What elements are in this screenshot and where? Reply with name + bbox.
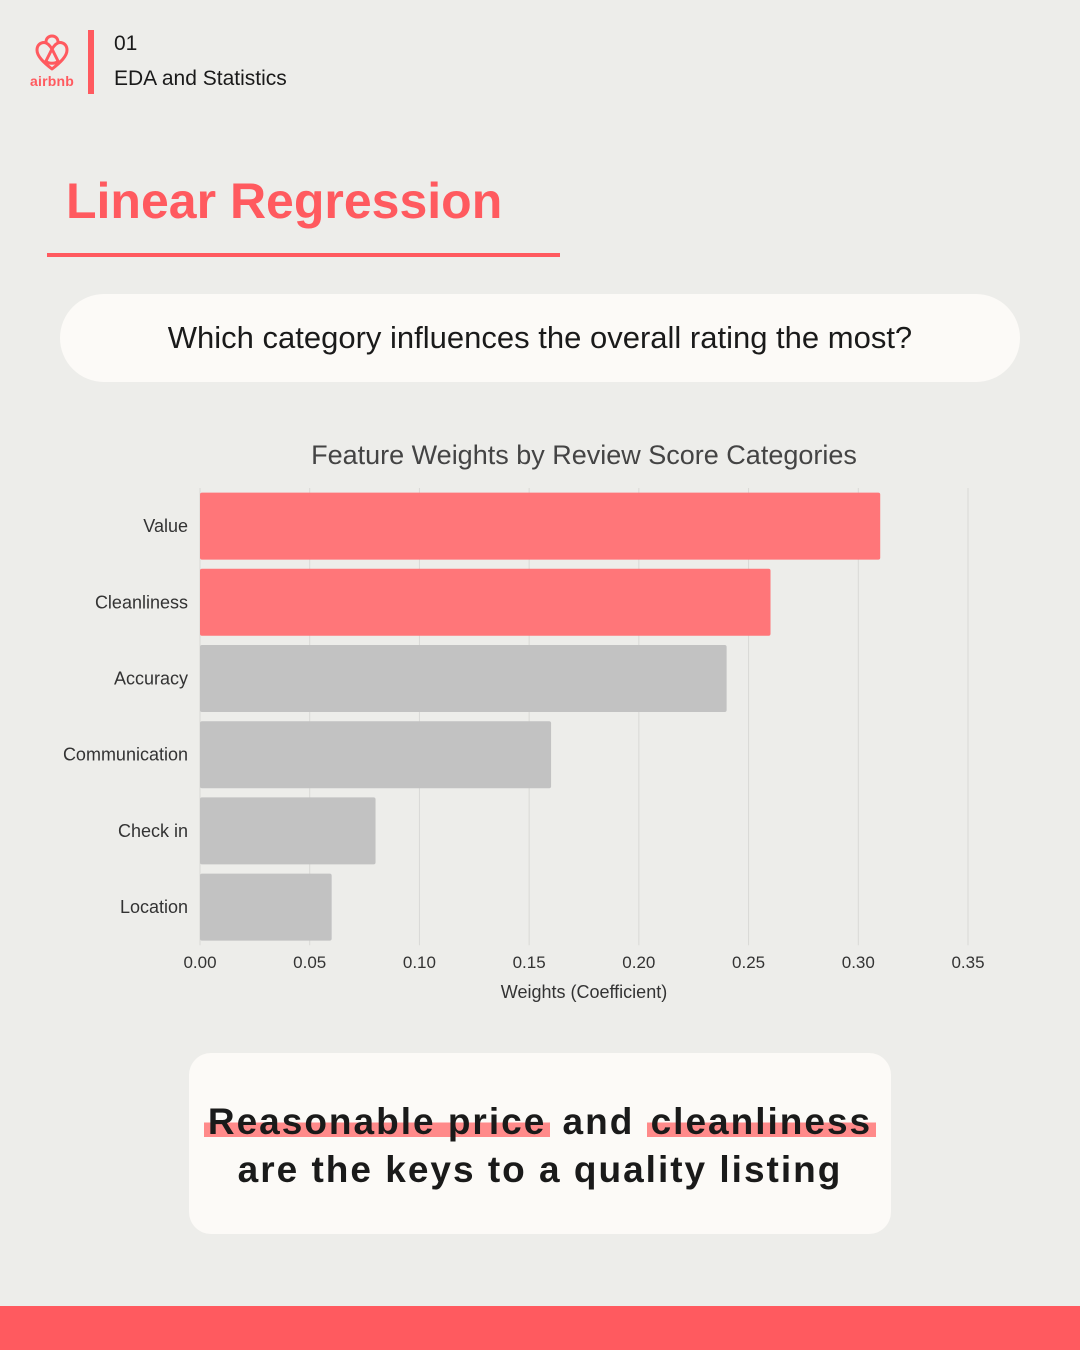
section-number: 01 bbox=[114, 32, 138, 55]
logo-wordmark: airbnb bbox=[30, 73, 74, 89]
bar-chart: Feature Weights by Review Score Categori… bbox=[63, 440, 985, 1002]
x-axis-label: Weights (Coefficient) bbox=[501, 982, 667, 1002]
airbnb-belo-icon bbox=[35, 34, 69, 71]
takeaway-line-1: Reasonable price and cleanliness bbox=[189, 1101, 891, 1143]
y-tick-label: Location bbox=[120, 897, 188, 917]
takeaway-connector: and bbox=[562, 1101, 635, 1142]
x-tick-label: 0.10 bbox=[403, 953, 436, 972]
takeaway-highlight-price: Reasonable price bbox=[203, 1101, 551, 1142]
takeaway-highlight-cleanliness: cleanliness bbox=[646, 1101, 877, 1142]
question-box: Which category influences the overall ra… bbox=[60, 294, 1020, 382]
y-tick-label: Check in bbox=[118, 821, 188, 841]
header-divider bbox=[88, 30, 94, 94]
takeaway-box: Reasonable price and cleanliness are the… bbox=[189, 1053, 891, 1234]
bar-check-in bbox=[200, 797, 376, 865]
takeaway-line-2: are the keys to a quality listing bbox=[237, 1149, 843, 1190]
bar-accuracy bbox=[200, 645, 727, 712]
question-text: Which category influences the overall ra… bbox=[167, 320, 913, 355]
airbnb-logo[interactable]: airbnb bbox=[28, 34, 76, 89]
y-tick-label: Communication bbox=[63, 745, 188, 765]
y-tick-label: Value bbox=[143, 516, 188, 536]
section-title: EDA and Statistics bbox=[114, 67, 287, 90]
footer-band bbox=[0, 1306, 1080, 1350]
x-tick-label: 0.05 bbox=[293, 953, 326, 972]
x-tick-label: 0.20 bbox=[622, 953, 655, 972]
bar-value bbox=[200, 492, 881, 560]
x-tick-label: 0.30 bbox=[842, 953, 875, 972]
page-title: Linear Regression bbox=[66, 173, 503, 229]
bar-communication bbox=[200, 721, 552, 789]
chart-title: Feature Weights by Review Score Categori… bbox=[311, 440, 857, 470]
x-tick-label: 0.00 bbox=[183, 953, 216, 972]
x-tick-label: 0.15 bbox=[513, 953, 546, 972]
bar-location bbox=[200, 873, 332, 941]
y-tick-label: Cleanliness bbox=[95, 592, 188, 612]
y-tick-label: Accuracy bbox=[114, 669, 188, 689]
title-underline bbox=[47, 253, 560, 257]
x-tick-label: 0.35 bbox=[951, 953, 984, 972]
bar-cleanliness bbox=[200, 568, 771, 636]
x-tick-label: 0.25 bbox=[732, 953, 765, 972]
